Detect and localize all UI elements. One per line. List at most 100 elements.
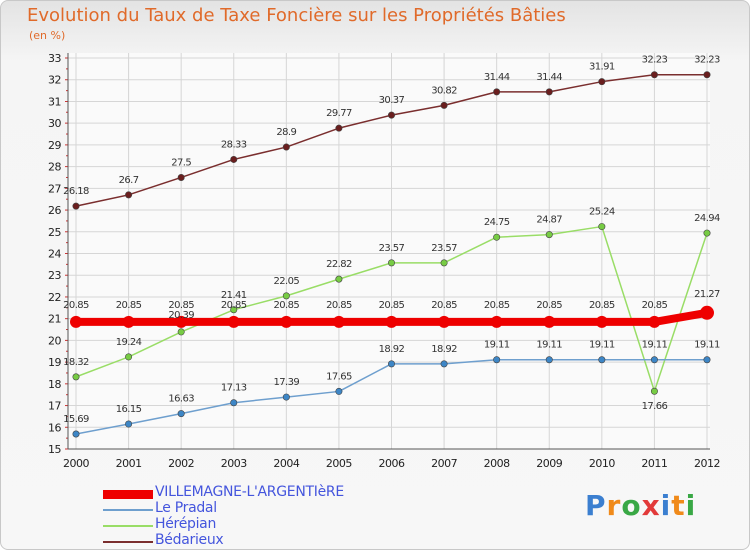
data-point-villemagne-l-argenti-re-2007: [438, 315, 451, 328]
data-point-villemagne-l-argenti-re-2009: [543, 315, 556, 328]
data-point-b-darieux-2007: [440, 101, 448, 109]
data-point-h-r-pian-2001: [125, 353, 133, 361]
data-label-villemagne-l-argenti-re-2012: 21.27: [694, 289, 720, 300]
y-tick-label-23: 23: [48, 269, 61, 282]
data-label-le-pradal-2006: 18.92: [379, 344, 405, 355]
x-tick-label-2009: 2009: [536, 457, 562, 470]
y-tick-label-27: 27: [48, 182, 61, 195]
logo-letter: P: [585, 489, 607, 522]
x-tick-label-2000: 2000: [63, 457, 89, 470]
data-point-h-r-pian-2003: [230, 306, 238, 314]
y-tick-label-30: 30: [48, 117, 61, 130]
x-tick-label-2012: 2012: [694, 457, 720, 470]
data-label-villemagne-l-argenti-re-2002: 20.85: [168, 300, 194, 311]
y-tick-label-16: 16: [48, 421, 61, 434]
data-label-b-darieux-2004: 28.9: [276, 127, 296, 138]
data-label-le-pradal-2005: 17.65: [326, 371, 352, 382]
data-point-le-pradal-2002: [177, 410, 185, 418]
data-point-b-darieux-2000: [72, 202, 80, 210]
data-label-le-pradal-2012: 19.11: [694, 340, 720, 351]
data-point-villemagne-l-argenti-re-2005: [332, 315, 345, 328]
y-tick-label-24: 24: [48, 248, 61, 261]
data-label-villemagne-l-argenti-re-2011: 20.85: [642, 300, 668, 311]
data-point-le-pradal-2006: [387, 360, 395, 368]
data-point-b-darieux-2004: [282, 143, 290, 151]
y-axis-unit-label: (en %): [29, 29, 66, 42]
data-label-h-r-pian-2005: 22.82: [326, 259, 352, 270]
data-label-villemagne-l-argenti-re-2010: 20.85: [589, 300, 615, 311]
data-point-b-darieux-2006: [387, 111, 395, 119]
data-point-villemagne-l-argenti-re-2011: [648, 315, 661, 328]
data-label-le-pradal-2002: 16.63: [168, 394, 194, 405]
data-point-b-darieux-2012: [703, 71, 711, 79]
data-point-villemagne-l-argenti-re-2008: [490, 315, 503, 328]
y-tick-label-18: 18: [48, 378, 61, 391]
data-point-villemagne-l-argenti-re-2010: [595, 315, 608, 328]
legend-label-villemagne: VILLEMAGNE-L'ARGENTIèRE: [155, 484, 344, 500]
y-tick-label-31: 31: [48, 95, 61, 108]
data-point-b-darieux-2003: [230, 155, 238, 163]
data-label-villemagne-l-argenti-re-2001: 20.85: [116, 300, 142, 311]
plot-area: [68, 53, 710, 449]
logo-letter: i: [685, 489, 697, 522]
data-point-villemagne-l-argenti-re-2003: [227, 315, 240, 328]
data-label-le-pradal-2001: 16.15: [116, 404, 142, 415]
logo-letter: o: [621, 489, 642, 522]
legend-swatch-herepian: [103, 525, 153, 527]
x-tick-label-2010: 2010: [589, 457, 615, 470]
data-label-villemagne-l-argenti-re-2008: 20.85: [484, 300, 510, 311]
data-label-b-darieux-2006: 30.37: [379, 95, 405, 106]
data-point-h-r-pian-2011: [650, 387, 658, 395]
data-point-le-pradal-2003: [230, 399, 238, 407]
x-tick-label-2003: 2003: [221, 457, 247, 470]
logo-letter: i: [660, 489, 672, 522]
x-tick-label-2005: 2005: [326, 457, 352, 470]
x-tick-label-2004: 2004: [273, 457, 299, 470]
data-point-h-r-pian-2008: [493, 233, 501, 241]
y-tick-label-25: 25: [48, 226, 61, 239]
data-label-h-r-pian-2011: 17.66: [642, 401, 668, 412]
data-point-b-darieux-2001: [125, 191, 133, 199]
data-label-h-r-pian-2006: 23.57: [379, 243, 405, 254]
data-label-h-r-pian-2000: 18.32: [63, 357, 89, 368]
data-label-h-r-pian-2001: 19.24: [116, 337, 142, 348]
data-point-b-darieux-2005: [335, 124, 343, 132]
y-tick-label-21: 21: [48, 313, 61, 326]
data-label-le-pradal-2007: 18.92: [431, 344, 457, 355]
data-label-villemagne-l-argenti-re-2007: 20.85: [431, 300, 457, 311]
data-label-b-darieux-2008: 31.44: [484, 72, 510, 83]
data-label-b-darieux-2001: 26.7: [119, 175, 139, 186]
data-point-b-darieux-2009: [545, 88, 553, 96]
chart-title: Evolution du Taux de Taxe Foncière sur l…: [27, 5, 566, 26]
legend-swatch-bedarieux: [103, 541, 153, 543]
legend-label-bedarieux: Bédarieux: [155, 532, 224, 548]
data-point-b-darieux-2008: [493, 88, 501, 96]
data-label-le-pradal-2003: 17.13: [221, 383, 247, 394]
data-label-le-pradal-2000: 15.69: [63, 414, 89, 425]
data-point-villemagne-l-argenti-re-2012: [700, 305, 714, 320]
data-point-villemagne-l-argenti-re-2000: [70, 315, 82, 328]
data-point-le-pradal-2011: [650, 356, 658, 364]
data-point-villemagne-l-argenti-re-2001: [122, 315, 135, 328]
data-point-h-r-pian-2004: [282, 292, 290, 300]
data-label-b-darieux-2012: 32.23: [694, 55, 720, 66]
data-label-b-darieux-2009: 31.44: [536, 72, 562, 83]
x-tick-label-2011: 2011: [641, 457, 667, 470]
proxiti-logo: Proxiti: [585, 489, 696, 522]
data-label-b-darieux-2002: 27.5: [171, 157, 191, 168]
data-point-le-pradal-2000: [72, 430, 80, 438]
data-point-h-r-pian-2010: [598, 223, 606, 231]
data-label-h-r-pian-2008: 24.75: [484, 217, 510, 228]
y-tick-label-15: 15: [48, 443, 61, 456]
x-tick-label-2001: 2001: [116, 457, 142, 470]
series-layer: [70, 71, 714, 438]
data-point-villemagne-l-argenti-re-2004: [280, 315, 293, 328]
data-point-h-r-pian-2009: [545, 231, 553, 239]
logo-letter: t: [671, 489, 686, 522]
legend-swatch-le-pradal: [103, 509, 153, 511]
data-point-h-r-pian-2000: [72, 373, 80, 381]
data-label-villemagne-l-argenti-re-2004: 20.85: [274, 300, 300, 311]
y-tick-label-28: 28: [48, 161, 61, 174]
data-label-h-r-pian-2007: 23.57: [431, 243, 457, 254]
